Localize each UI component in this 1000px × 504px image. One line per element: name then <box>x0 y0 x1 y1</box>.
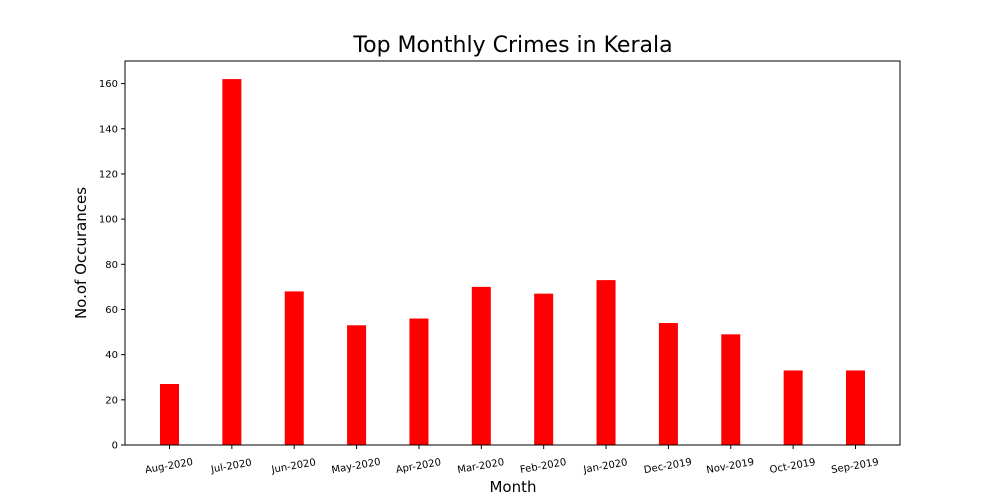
bar-aug-2020 <box>160 384 179 445</box>
y-tick-label: 100 <box>99 215 118 226</box>
y-tick-label: 40 <box>105 350 118 361</box>
x-tick-label: Feb-2020 <box>519 457 567 476</box>
x-tick-label: Apr-2020 <box>395 457 442 476</box>
y-tick-label: 120 <box>99 169 118 180</box>
y-tick-label: 0 <box>112 441 118 452</box>
x-tick-label: Jun-2020 <box>270 457 317 476</box>
plot-frame <box>124 60 901 446</box>
bar-sep-2019 <box>846 370 865 445</box>
y-tick-label: 140 <box>99 124 118 135</box>
y-tick-label: 60 <box>105 305 118 316</box>
bar-nov-2019 <box>721 334 741 445</box>
y-axis-label: No.of Occurances <box>72 187 90 319</box>
x-tick-label: Oct-2019 <box>769 457 817 476</box>
x-axis-label: Month <box>489 478 536 496</box>
bars-layer <box>160 79 865 445</box>
x-tick-label: May-2020 <box>331 457 382 476</box>
y-tick-label: 80 <box>105 260 118 271</box>
bar-may-2020 <box>347 325 367 445</box>
y-tick-label: 20 <box>105 395 118 406</box>
bar-dec-2019 <box>658 323 678 445</box>
bar-feb-2020 <box>534 293 554 445</box>
bar-mar-2020 <box>471 286 491 445</box>
x-tick-label: Nov-2019 <box>706 457 755 476</box>
y-axis: 0 20 40 60 80 100 120 140 160 <box>99 79 125 452</box>
x-tick-label: Aug-2020 <box>144 457 194 476</box>
chart-title: Top Monthly Crimes in Kerala <box>352 33 672 58</box>
x-tick-label: Sep-2019 <box>831 457 880 476</box>
bar-jun-2020 <box>284 291 304 445</box>
y-tick-label: 160 <box>99 79 118 90</box>
x-axis: Aug-2020 Jul-2020 Jun-2020 May-2020 Apr-2020… <box>144 445 880 476</box>
bar-jul-2020 <box>222 79 242 445</box>
bar-apr-2020 <box>409 318 429 445</box>
x-tick-label: Mar-2020 <box>457 457 505 476</box>
x-tick-label: Jul-2020 <box>209 458 252 476</box>
bar-jan-2020 <box>596 280 616 445</box>
x-tick-label: Dec-2019 <box>643 457 693 476</box>
x-tick-label: Jan-2020 <box>582 457 629 476</box>
bar-oct-2019 <box>783 370 803 445</box>
